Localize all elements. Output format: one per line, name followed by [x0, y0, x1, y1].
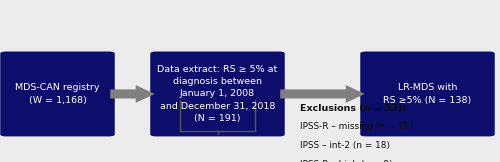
Text: January 1, 2008: January 1, 2008	[180, 89, 255, 98]
Text: diagnosis between: diagnosis between	[173, 77, 262, 86]
Text: (N = 191): (N = 191)	[194, 114, 241, 123]
FancyBboxPatch shape	[360, 52, 494, 136]
Polygon shape	[110, 85, 155, 103]
Polygon shape	[280, 85, 364, 103]
Text: and December 31, 2018: and December 31, 2018	[160, 102, 275, 111]
Text: IPSS – int-2 (n = 18): IPSS – int-2 (n = 18)	[300, 141, 390, 150]
Text: LR-MDS with: LR-MDS with	[398, 83, 457, 92]
FancyBboxPatch shape	[0, 52, 114, 136]
Text: IPSS-R – missing (n = 19): IPSS-R – missing (n = 19)	[300, 122, 413, 131]
Text: (W = 1,168): (W = 1,168)	[28, 96, 86, 104]
FancyBboxPatch shape	[150, 52, 285, 136]
Text: IPSS-R – high (n = 8): IPSS-R – high (n = 8)	[300, 160, 392, 162]
Text: RS ≥5% (N = 138): RS ≥5% (N = 138)	[384, 96, 472, 104]
Text: Data extract: RS ≥ 5% at: Data extract: RS ≥ 5% at	[158, 65, 278, 74]
Text: MDS-CAN registry: MDS-CAN registry	[15, 83, 100, 92]
Text: Exclusions (n = 53):: Exclusions (n = 53):	[300, 104, 406, 113]
